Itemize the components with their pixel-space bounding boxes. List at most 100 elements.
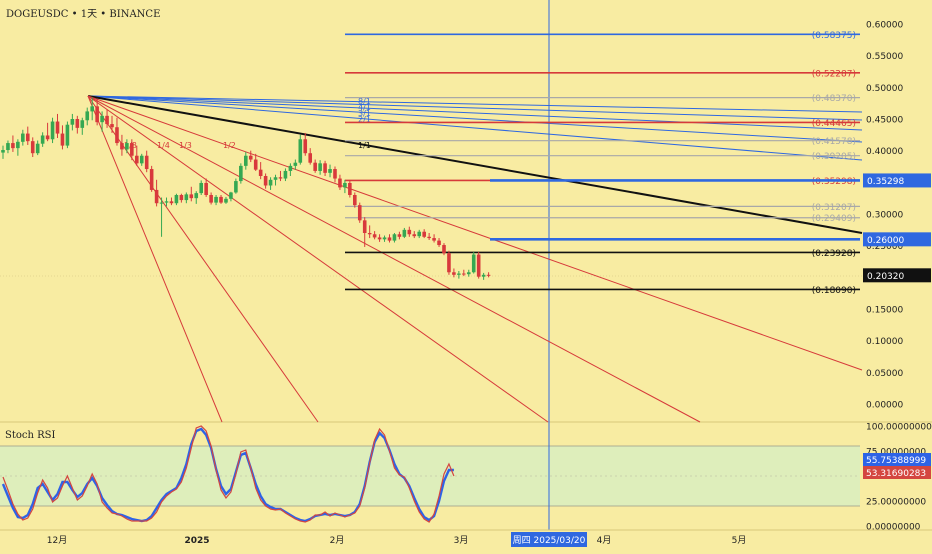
candle: [412, 231, 417, 239]
candlestick-series: [1, 97, 491, 280]
candle: [392, 233, 397, 243]
candle-body: [11, 143, 15, 149]
candle-body: [466, 272, 471, 275]
candle: [194, 191, 199, 204]
crosshair-date-bg: [511, 532, 587, 547]
fan-label: 1/1: [358, 141, 371, 150]
level-label: (0.18090): [812, 286, 856, 296]
candle-body: [194, 193, 199, 199]
candle: [45, 122, 50, 142]
candle: [333, 166, 337, 183]
rsi-tick-label: 0.00000000: [866, 523, 921, 533]
fan-line-blue: [87, 95, 863, 161]
rsi-tag-bg: [863, 453, 931, 466]
fan-label: 3/1: [358, 109, 371, 118]
candle-body: [402, 229, 407, 237]
candle-body: [382, 237, 387, 240]
time-axis[interactable]: 12月 2025 2月 3月 4月 5月 周四 2025/03/20: [0, 529, 932, 547]
price-tick-label: 0.00000: [866, 401, 903, 411]
candle: [184, 192, 189, 204]
level-label: (0.29409): [812, 214, 856, 224]
price-tick-label: 0.05000: [866, 369, 903, 379]
candle-body: [338, 178, 342, 188]
candle: [125, 139, 129, 154]
candle: [30, 137, 35, 157]
price-tag: 0.20320: [863, 268, 931, 283]
candle-body: [318, 163, 322, 171]
candle-body: [115, 127, 119, 144]
candle-body: [422, 231, 426, 237]
candle: [50, 117, 55, 144]
time-tick-label: 2月: [330, 535, 345, 546]
candle-body: [35, 143, 40, 154]
candle: [55, 113, 60, 138]
fan-line-blue: [87, 95, 863, 113]
candle-body: [80, 120, 85, 128]
price-axis[interactable]: 0.600000.550000.500000.450000.400000.350…: [863, 21, 932, 533]
candle-body: [85, 111, 90, 121]
level-label: (0.44465): [812, 119, 856, 129]
candle-body: [45, 135, 50, 140]
time-tick-label: 12月: [47, 535, 67, 546]
candle: [6, 140, 10, 154]
candle-body: [471, 254, 476, 273]
candle: [80, 117, 85, 135]
price-tick-label: 0.45000: [866, 116, 903, 126]
candle: [298, 134, 303, 165]
candle: [95, 98, 99, 126]
candle-body: [229, 192, 233, 199]
candle: [353, 192, 357, 208]
candle: [204, 178, 208, 197]
candle: [427, 233, 431, 240]
candle-body: [268, 179, 273, 186]
stoch-rsi-title[interactable]: Stoch RSI: [5, 430, 56, 441]
candle: [258, 162, 263, 180]
level-label: (0.39205): [812, 152, 856, 162]
candle: [422, 229, 426, 239]
candle-body: [199, 182, 203, 194]
candle-body: [239, 165, 243, 182]
fan-line-red: [87, 95, 319, 423]
candle-body: [343, 182, 347, 188]
candle-body: [110, 124, 114, 128]
fan-label: 2/1: [358, 115, 371, 124]
candle: [70, 113, 75, 131]
candle: [417, 229, 422, 239]
candle-body: [243, 155, 248, 166]
candle-body: [387, 237, 392, 241]
candle: [243, 151, 248, 170]
candle: [387, 234, 392, 243]
rsi-value-tag: 55.75388999: [863, 453, 931, 466]
candle: [214, 195, 218, 206]
candle-body: [120, 143, 124, 150]
candle-body: [362, 220, 367, 233]
price-tag-label: 0.26000: [867, 236, 904, 246]
fan-line-main: [87, 95, 863, 234]
candle: [100, 111, 104, 132]
candle: [169, 197, 174, 206]
candle-body: [90, 106, 94, 112]
price-tag-label: 0.20320: [867, 272, 904, 282]
candle: [144, 150, 149, 173]
candle: [60, 125, 65, 150]
price-tick-label: 0.40000: [866, 147, 903, 157]
candle-body: [40, 135, 45, 144]
level-label: (0.35298): [812, 177, 856, 187]
candle-body: [288, 165, 293, 171]
time-tick-label: 2025: [184, 536, 209, 546]
candle: [283, 168, 288, 182]
candle-body: [278, 177, 283, 179]
candle-body: [328, 169, 332, 173]
candle: [199, 180, 203, 195]
candle: [268, 177, 273, 190]
symbol-header[interactable]: DOGEUSDC • 1天 • BINANCE: [6, 5, 160, 20]
candle-body: [144, 155, 149, 170]
interval-label: 1天: [80, 9, 98, 20]
candle-body: [55, 121, 60, 134]
candle-body: [481, 274, 486, 277]
price-tag-bg: [863, 232, 931, 247]
candle-body: [283, 170, 288, 179]
fan-line-blue: [87, 95, 863, 131]
